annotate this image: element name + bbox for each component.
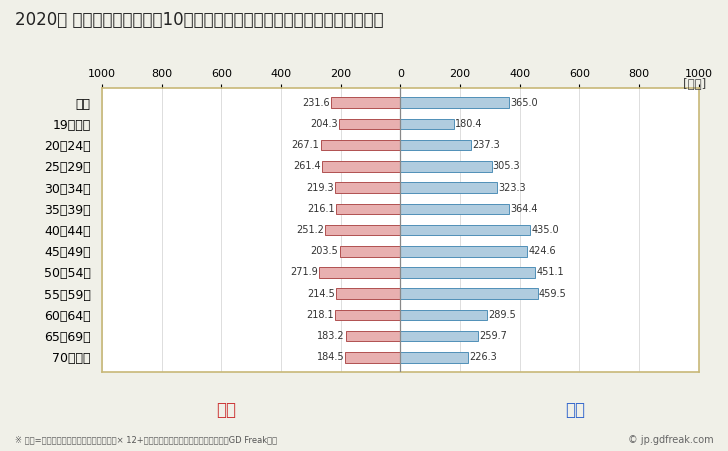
Bar — [400, 97, 510, 108]
Bar — [320, 140, 400, 151]
Text: 289.5: 289.5 — [488, 310, 515, 320]
Bar — [336, 203, 400, 214]
Text: 204.3: 204.3 — [311, 119, 339, 129]
Text: [万円]: [万円] — [683, 78, 706, 91]
Text: 216.1: 216.1 — [307, 204, 335, 214]
Text: 183.2: 183.2 — [317, 331, 344, 341]
Text: 261.4: 261.4 — [293, 161, 321, 171]
Bar — [400, 331, 478, 341]
Text: 203.5: 203.5 — [311, 246, 339, 256]
Bar — [400, 119, 454, 129]
Text: 180.4: 180.4 — [456, 119, 483, 129]
Text: 365.0: 365.0 — [510, 98, 538, 108]
Text: 219.3: 219.3 — [306, 183, 333, 193]
Text: © jp.gdfreak.com: © jp.gdfreak.com — [628, 435, 713, 445]
Text: 218.1: 218.1 — [306, 310, 334, 320]
Bar — [400, 288, 537, 299]
Text: 184.5: 184.5 — [317, 352, 344, 362]
Bar — [331, 97, 400, 108]
Text: 435.0: 435.0 — [531, 225, 559, 235]
Bar — [336, 288, 400, 299]
Text: 459.5: 459.5 — [539, 289, 566, 299]
Text: 237.3: 237.3 — [472, 140, 500, 150]
Text: 364.4: 364.4 — [510, 204, 538, 214]
Text: 女性: 女性 — [215, 401, 236, 419]
Text: 231.6: 231.6 — [302, 98, 330, 108]
Text: 251.2: 251.2 — [296, 225, 324, 235]
Bar — [400, 309, 487, 320]
Text: 226.3: 226.3 — [469, 352, 497, 362]
Bar — [400, 267, 535, 278]
Bar — [400, 203, 509, 214]
Text: 305.3: 305.3 — [493, 161, 521, 171]
Bar — [323, 161, 400, 172]
Text: 259.7: 259.7 — [479, 331, 507, 341]
Bar — [400, 161, 491, 172]
Text: 男性: 男性 — [565, 401, 585, 419]
Text: 271.9: 271.9 — [290, 267, 318, 277]
Bar — [336, 309, 400, 320]
Bar — [400, 225, 530, 235]
Bar — [335, 182, 400, 193]
Bar — [345, 352, 400, 363]
Bar — [400, 352, 468, 363]
Bar — [346, 331, 400, 341]
Bar — [339, 119, 400, 129]
Bar — [400, 182, 497, 193]
Bar — [340, 246, 400, 257]
Text: 214.5: 214.5 — [307, 289, 335, 299]
Text: ※ 年収=「きまって支給する現金給与額」× 12+「年間賞与その他特別給与額」としてGD Freak推計: ※ 年収=「きまって支給する現金給与額」× 12+「年間賞与その他特別給与額」と… — [15, 435, 277, 444]
Text: 2020年 民間企業（従業者数10人以上）フルタイム労働者の男女別平均年収: 2020年 民間企業（従業者数10人以上）フルタイム労働者の男女別平均年収 — [15, 11, 383, 29]
Bar — [400, 246, 527, 257]
Bar — [325, 225, 400, 235]
Text: 424.6: 424.6 — [529, 246, 556, 256]
Bar — [320, 267, 400, 278]
Bar — [400, 140, 471, 151]
Text: 267.1: 267.1 — [292, 140, 320, 150]
Text: 323.3: 323.3 — [498, 183, 526, 193]
Text: 451.1: 451.1 — [537, 267, 564, 277]
